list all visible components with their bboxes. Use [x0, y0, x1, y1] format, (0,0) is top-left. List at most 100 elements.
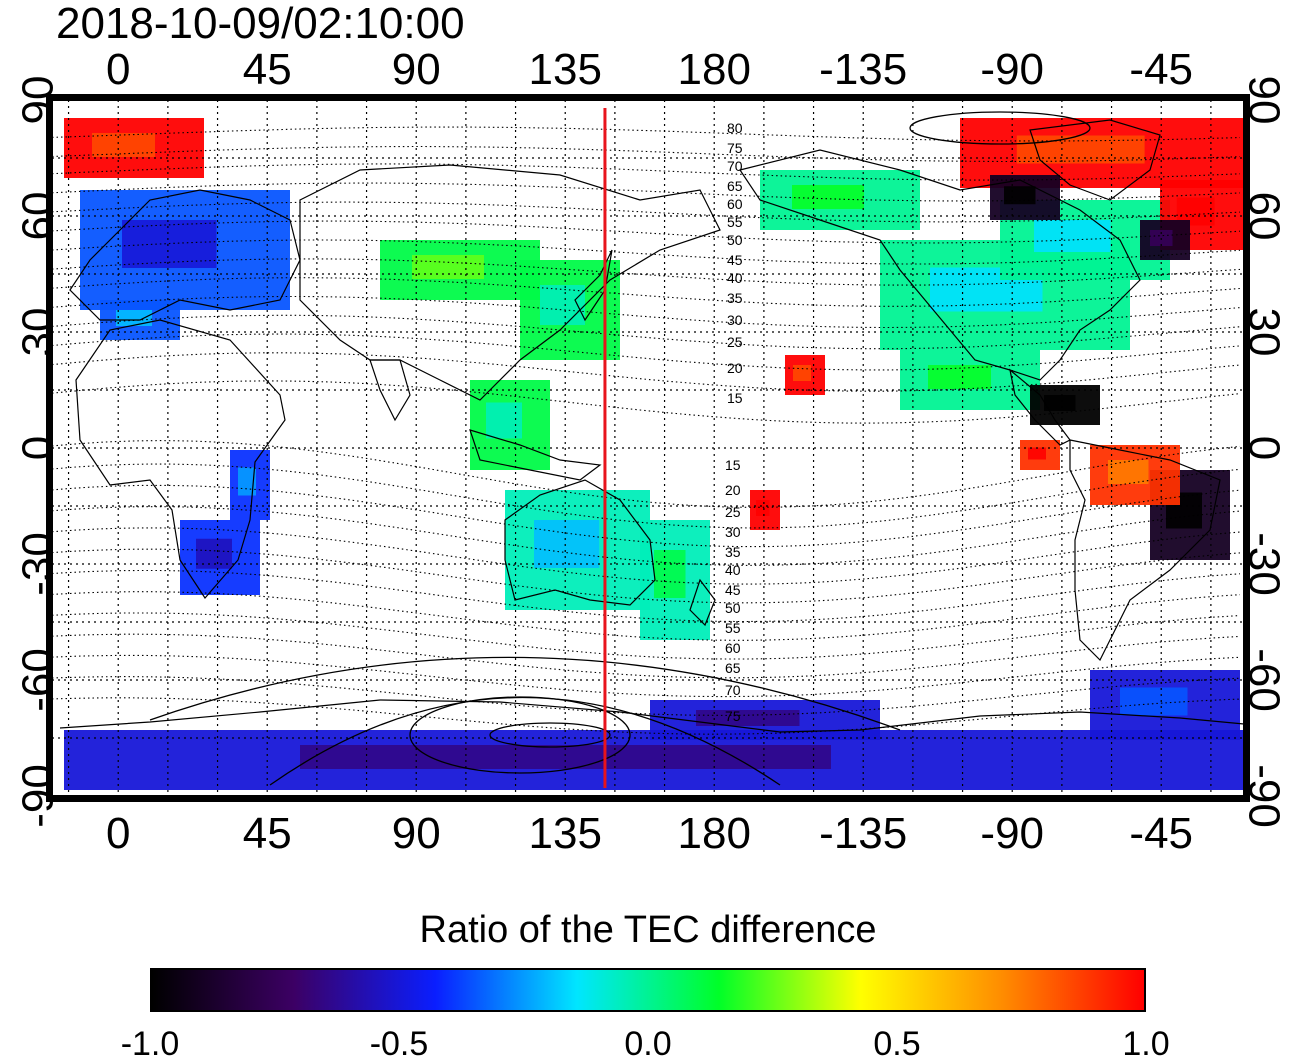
lon-tick-label-bottom: 45	[243, 809, 292, 858]
europe-coast	[69, 189, 301, 321]
lon-tick-label-top: -135	[819, 45, 907, 94]
data-region-australia	[505, 490, 710, 640]
map-border-right	[1244, 94, 1250, 802]
lon-tick-label-top: 135	[529, 45, 602, 94]
data-region-southern-africa	[180, 450, 270, 595]
data-patch	[412, 255, 484, 279]
data-patch	[238, 467, 256, 496]
data-patch	[1004, 186, 1036, 205]
data-patch	[1120, 687, 1188, 716]
colorbar-tick-label: -0.5	[369, 1025, 429, 1063]
contour-label: 65	[727, 178, 743, 194]
contour-line	[52, 633, 1241, 679]
lon-tick-label-top: 180	[678, 45, 751, 94]
contour-line	[52, 569, 1241, 623]
colorbar-tick-label: 1.0	[1122, 1025, 1170, 1063]
lat-tick-label-left: -30	[14, 532, 63, 596]
antarctica-coast	[59, 699, 1244, 733]
contour-line	[52, 612, 1241, 660]
central-america-coast	[1009, 368, 1071, 446]
lon-tick-label-bottom: 180	[678, 809, 751, 858]
data-region-japan-east-asia	[380, 240, 620, 470]
lat-tick-label-left: 0	[14, 436, 63, 460]
data-region-europe	[80, 190, 290, 340]
contour-line	[52, 463, 1241, 529]
lat-tick-label-left: 90	[14, 76, 63, 125]
data-patch	[696, 710, 800, 726]
lat-tick-label-right: 0	[1240, 436, 1289, 460]
lon-tick-label-bottom: -45	[1129, 809, 1193, 858]
contour-label: 45	[727, 252, 743, 268]
lon-tick-label-top: -45	[1129, 45, 1193, 94]
contour-label: 50	[725, 600, 741, 616]
colorbar-tick-label: 0.0	[624, 1025, 672, 1063]
data-region-caribbean	[1030, 385, 1100, 425]
contour-label: 70	[725, 682, 741, 698]
lat-tick-label-right: -30	[1240, 532, 1289, 596]
contour-line	[52, 277, 1241, 307]
data-region-greenland-canada-arctic	[64, 118, 1244, 250]
lat-tick-label-right: -60	[1240, 648, 1289, 712]
contour-label: 25	[725, 504, 741, 520]
lon-tick-label-top: -90	[980, 45, 1044, 94]
contour-label: 15	[727, 390, 743, 406]
contour-label: 80	[727, 120, 743, 136]
contour-label: 20	[725, 482, 741, 498]
map-border-top	[46, 94, 1250, 100]
contour-line	[52, 295, 1241, 329]
data-patch	[116, 310, 152, 326]
contour-label: 55	[727, 214, 743, 230]
lat-tick-label-left: 30	[14, 308, 63, 357]
contour-line	[52, 314, 1241, 350]
contour-line	[52, 676, 1241, 716]
data-patch	[928, 365, 991, 389]
data-patch	[792, 185, 864, 209]
data-patch	[1044, 395, 1076, 411]
lon-tick-label-top: 0	[106, 45, 130, 94]
contour-label: 15	[725, 457, 741, 473]
africa-coast	[75, 319, 286, 599]
contour-label: 30	[725, 524, 741, 540]
asia-coast	[299, 164, 721, 401]
lat-tick-label-right: 90	[1240, 76, 1289, 125]
tec-map: 80 75 70 65 60 55 50 45 40 35 30 25 20 15 15 20 25 30 35 40…	[14, 45, 1289, 858]
contour-line	[52, 484, 1241, 548]
contour-label: 40	[727, 270, 743, 286]
contour-label: 20	[727, 360, 743, 376]
data-region-antarctica	[64, 670, 1244, 790]
lon-tick-label-bottom: 135	[529, 809, 602, 858]
contour-line	[52, 380, 1241, 424]
contour-label: 35	[727, 290, 743, 306]
contour-line	[52, 201, 1241, 223]
india-coast	[369, 359, 411, 422]
greenland-coast	[1029, 119, 1161, 201]
colorbar-tick-label: -1.0	[120, 1025, 180, 1063]
data-patch	[1028, 447, 1046, 460]
contour-line	[52, 126, 1241, 142]
contour-line	[149, 656, 901, 731]
data-patch	[654, 550, 686, 598]
colorbar-tick-label: 0.5	[873, 1025, 921, 1063]
lon-tick-label-bottom: 90	[392, 809, 441, 858]
contour-label: 35	[725, 544, 741, 560]
contour-line	[52, 333, 1241, 371]
contour-line	[52, 258, 1241, 286]
data-patch	[793, 365, 811, 381]
colorbar-title: Ratio of the TEC difference	[419, 909, 877, 951]
contour-line	[52, 440, 1241, 508]
lon-tick-label-top: 90	[392, 45, 441, 94]
grid-lines	[52, 100, 1244, 796]
data-patch	[1108, 460, 1149, 484]
data-patch	[486, 402, 522, 439]
japan-coast	[574, 249, 613, 322]
data-patch	[534, 520, 600, 568]
contour-line	[52, 654, 1241, 698]
contour-label: 65	[725, 660, 741, 676]
contour-line	[52, 548, 1241, 604]
contour-label: 75	[725, 708, 741, 724]
data-region-south-america-north	[1020, 440, 1180, 505]
contour-label: 60	[725, 640, 741, 656]
data-patch	[1034, 220, 1111, 252]
lon-tick-label-top: 45	[243, 45, 292, 94]
contour-line	[52, 527, 1241, 585]
